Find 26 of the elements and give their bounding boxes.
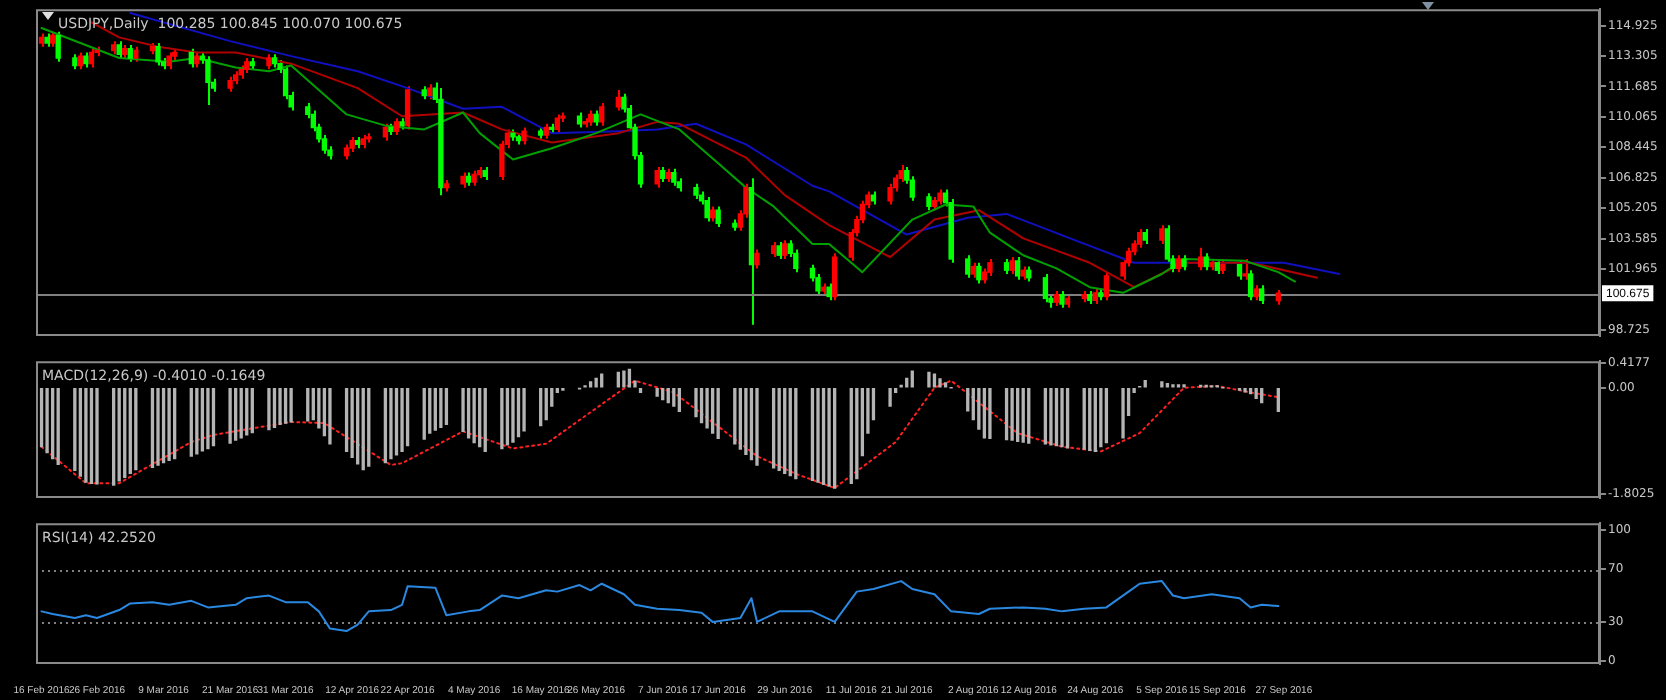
line-series [40,379,1280,489]
candlestick [887,182,893,206]
candlestick [599,102,605,127]
candlestick [1015,256,1021,281]
candlestick [715,205,721,229]
candlestick [1159,224,1165,245]
candlestick [909,175,915,202]
candlestick [282,64,289,101]
candlestick [615,88,621,112]
candlestick [704,196,710,223]
candlestick [1164,224,1171,264]
candlestick [754,248,760,270]
candlestick [188,47,194,69]
candlestick [55,30,61,63]
candlestick [1198,246,1204,272]
candlestick [965,254,971,279]
candlestick [793,248,799,274]
candlestick [1247,269,1254,302]
candlestick [654,165,660,189]
candlestick [1103,271,1110,302]
candlestick [1259,284,1265,306]
candlestick [1137,227,1143,249]
candlestick [155,42,161,67]
candlestick [205,55,211,106]
candlestick [815,273,821,296]
candlestick [1042,273,1049,304]
